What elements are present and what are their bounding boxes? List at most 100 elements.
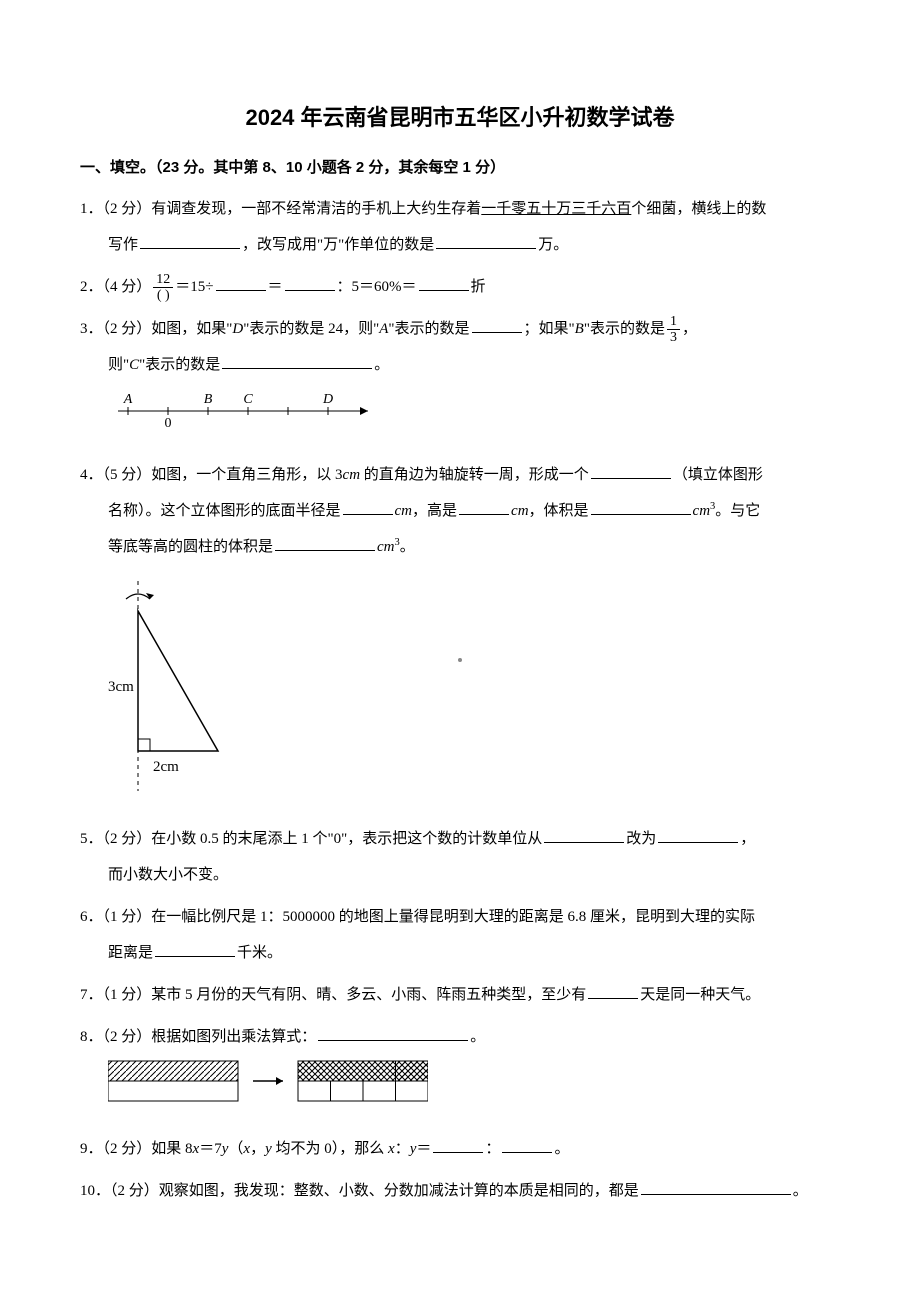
q9-t1: 如果 8: [151, 1141, 192, 1157]
q4-cm3a: cm: [693, 503, 711, 519]
q3-line2: 则"C"表示的数是。: [80, 347, 840, 383]
q6-blank-1: [155, 941, 235, 957]
question-2: 2．（4 分）12( )＝15÷＝：5＝60%＝折: [80, 269, 840, 305]
q3-blank-2: [222, 353, 372, 369]
q8-points: （2 分）: [103, 1029, 152, 1045]
nl-label-C: C: [243, 392, 253, 407]
q4-t1: 如图，一个直角三角形，以 3: [151, 467, 342, 483]
q2-points: （4 分）: [103, 279, 152, 295]
question-5: 5．（2 分）在小数 0.5 的末尾添上 1 个"0"，表示把这个数的计数单位从…: [80, 821, 840, 893]
q3-t9: 。: [374, 357, 389, 373]
q4-t8: 等底等高的圆柱的体积是: [108, 539, 273, 555]
q3-number: 3．: [80, 321, 103, 337]
q3-t3: "表示的数是: [388, 321, 469, 337]
q10-t2: 。: [793, 1183, 808, 1199]
q1-blank-2: [436, 233, 536, 249]
q4-t3: （填立体图形: [673, 467, 763, 483]
q4-line2: 名称）。这个立体图形的底面半径是cm，高是cm，体积是cm3。与它: [80, 493, 840, 529]
exam-page: 2024 年云南省昆明市五华区小升初数学试卷 一、填空。（23 分。其中第 8、…: [0, 0, 920, 1302]
q2-blank-3: [419, 275, 469, 291]
q4-number: 4．: [80, 467, 103, 483]
exam-title: 2024 年云南省昆明市五华区小升初数学试卷: [80, 100, 840, 132]
q3-t5: "表示的数是: [584, 321, 665, 337]
q9-t7: ＝: [416, 1141, 431, 1157]
nl-label-0: 0: [165, 416, 172, 431]
number-line-svg: A B C D 0: [108, 391, 388, 431]
q5-blank-1: [544, 827, 624, 843]
q6-line2: 距离是 千米。: [80, 935, 840, 971]
q4-triangle-figure: 3cm 2cm: [108, 581, 840, 805]
q3-t1: 如图，如果": [151, 321, 232, 337]
tri-label-3cm: 3cm: [108, 679, 134, 695]
q1-points: （2 分）: [103, 201, 152, 217]
q9-t2: ＝7: [199, 1141, 222, 1157]
q2-t2: ＝: [268, 279, 283, 295]
q4-blank-2: [343, 499, 393, 515]
q5-t4: 而小数大小不变。: [108, 867, 228, 883]
q5-blank-2: [658, 827, 738, 843]
q5-number: 5．: [80, 831, 103, 847]
q4-blank-4: [591, 499, 691, 515]
q10-t1: 观察如图，我发现：整数、小数、分数加减法计算的本质是相同的，都是: [159, 1183, 639, 1199]
q4-cm3: cm: [511, 503, 529, 519]
q8-number: 8．: [80, 1029, 103, 1045]
q10-blank-1: [641, 1179, 791, 1195]
q3-C: C: [129, 357, 139, 373]
q2-blank-1: [216, 275, 266, 291]
q4-t5: ，高是: [412, 503, 457, 519]
q3-t7: 则": [108, 357, 129, 373]
nl-label-D: D: [322, 392, 333, 407]
q4-t7: 。与它: [715, 503, 760, 519]
q9-t3: （: [228, 1141, 243, 1157]
q2-t3: ：5＝60%＝: [337, 279, 417, 295]
q4-t9: 。: [400, 539, 415, 555]
q1-text-4: ，改写成用"万"作单位的数是: [242, 237, 434, 253]
q9-t9: 。: [554, 1141, 569, 1157]
q3-D: D: [232, 321, 243, 337]
q1-number: 1．: [80, 201, 103, 217]
q9-t4: ，: [250, 1141, 265, 1157]
q4-blank-3: [459, 499, 509, 515]
nl-label-A: A: [123, 392, 133, 407]
q6-points: （1 分）: [103, 909, 152, 925]
q7-t2: 天是同一种天气。: [640, 987, 760, 1003]
q6-t2: 距离是: [108, 945, 153, 961]
q6-t3: 千米。: [237, 945, 282, 961]
q9-blank-2: [502, 1137, 552, 1153]
q1-line2: 写作，改写成用"万"作单位的数是万。: [80, 227, 840, 263]
q5-line2: 而小数大小不变。: [80, 857, 840, 893]
q4-t4: 名称）。这个立体图形的底面半径是: [108, 503, 341, 519]
q9-t8: ：: [485, 1141, 500, 1157]
question-6: 6．（1 分）在一幅比例尺是 1：5000000 的地图上量得昆明到大理的距离是…: [80, 899, 840, 971]
q9-points: （2 分）: [103, 1141, 152, 1157]
q3-fraction: 13: [667, 314, 680, 346]
q3-frac-num: 1: [667, 314, 680, 330]
q8-t1: 根据如图列出乘法算式：: [151, 1029, 316, 1045]
q4-line3: 等底等高的圆柱的体积是cm3。: [80, 529, 840, 565]
q9-t6: ：: [395, 1141, 410, 1157]
q3-frac-den: 3: [667, 330, 680, 345]
q9-number: 9．: [80, 1141, 103, 1157]
q5-points: （2 分）: [103, 831, 152, 847]
q4-t6: ，体积是: [529, 503, 589, 519]
section-1-heading: 一、填空。（23 分。其中第 8、10 小题各 2 分，其余每空 1 分）: [80, 156, 840, 177]
question-3: 3．（2 分）如图，如果"D"表示的数是 24，则"A"表示的数是；如果"B"表…: [80, 311, 840, 445]
question-9: 9．（2 分）如果 8x＝7y（x，y 均不为 0），那么 x：y＝：。: [80, 1131, 840, 1167]
q3-t2: "表示的数是 24，则": [243, 321, 379, 337]
q7-t1: 某市 5 月份的天气有阴、晴、多云、小雨、阵雨五种类型，至少有: [151, 987, 586, 1003]
q3-t6: ，: [682, 321, 697, 337]
q4-cm2: cm: [395, 503, 413, 519]
q7-number: 7．: [80, 987, 103, 1003]
question-4: 4．（5 分）如图，一个直角三角形，以 3cm 的直角边为轴旋转一周，形成一个（…: [80, 457, 840, 805]
q2-t4: 折: [471, 279, 486, 295]
q7-blank-1: [588, 983, 638, 999]
q6-number: 6．: [80, 909, 103, 925]
center-marker-icon: [458, 658, 462, 662]
q8-t2: 。: [470, 1029, 485, 1045]
q4-points: （5 分）: [103, 467, 152, 483]
q3-number-line-figure: A B C D 0: [108, 391, 840, 445]
q1-text-2: 个细菌，横线上的数: [631, 201, 766, 217]
q1-text-5: 万。: [538, 237, 568, 253]
q5-t3: ，: [740, 831, 755, 847]
q1-underlined: 一千零五十万三千六百: [481, 201, 631, 217]
